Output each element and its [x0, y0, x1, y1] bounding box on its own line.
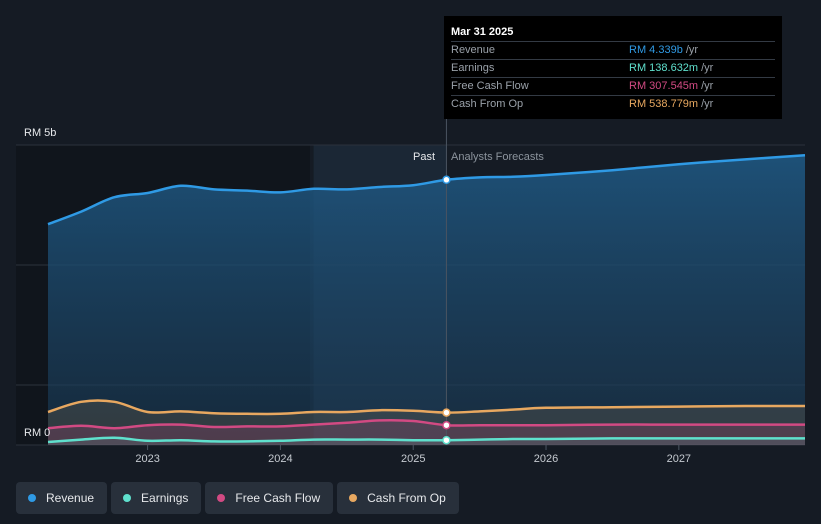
tooltip-value: RM 138.632m [629, 62, 699, 74]
legend: Revenue Earnings Free Cash Flow Cash Fro… [16, 482, 459, 514]
tooltip-label: Free Cash Flow [451, 80, 529, 92]
legend-item-earnings[interactable]: Earnings [111, 482, 202, 514]
tooltip-value: RM 4.339b [629, 44, 683, 56]
revenue-line [47, 153, 806, 226]
tooltip-value: RM 307.545m [629, 80, 699, 92]
revenue-marker [442, 175, 451, 185]
tooltip-unit: /yr [701, 98, 714, 110]
x-tick-label: 2024 [268, 453, 292, 465]
tooltip: Mar 31 2025 Revenue RM 4.339b/yr Earning… [444, 16, 782, 119]
tooltip-row-free-cash-flow: Free Cash Flow RM 307.545m/yr [451, 77, 775, 95]
tooltip-unit: /yr [685, 44, 699, 56]
tooltip-label: Revenue [451, 44, 496, 56]
forecast-label: Analysts Forecasts [451, 151, 544, 163]
tooltip-row-earnings: Earnings RM 138.632m/yr [451, 59, 775, 77]
y-axis-bottom-label: RM 0 [24, 427, 50, 439]
free-cash-flow-line [47, 418, 805, 430]
legend-label: Free Cash Flow [235, 491, 321, 505]
tooltip-unit: /yr [701, 62, 714, 74]
series-markers [442, 175, 451, 445]
legend-item-free-cash-flow[interactable]: Free Cash Flow [205, 482, 334, 514]
cash-from-op-marker [442, 408, 451, 417]
tooltip-row-revenue: Revenue RM 4.339b/yr [451, 41, 775, 59]
x-tick-label: 2025 [401, 453, 425, 465]
cash-from-op-line [47, 399, 806, 416]
series-lines [47, 153, 806, 444]
free-cash-flow-dot-icon [217, 494, 226, 502]
earnings-dot-icon [123, 494, 132, 502]
tooltip-row-cash-from-op: Cash From Op RM 538.779m/yr [451, 95, 775, 113]
legend-item-cash-from-op[interactable]: Cash From Op [337, 482, 459, 514]
revenue-area [48, 155, 805, 445]
free-cash-flow-marker [442, 420, 451, 430]
revenue-dot-icon [28, 494, 36, 502]
financials-chart: RM 5b RM 0 Past Analysts Forecasts 2023 2… [16, 16, 806, 465]
x-axis-ticks: 2023 2024 2025 2026 2027 [135, 445, 691, 465]
earnings-marker [442, 435, 451, 445]
legend-label: Earnings [141, 491, 189, 505]
series-areas [48, 155, 805, 445]
tooltip-label: Earnings [451, 62, 495, 74]
tooltip-unit: /yr [701, 80, 714, 92]
cash-from-op-dot-icon [349, 494, 358, 502]
past-label: Past [413, 151, 435, 163]
legend-label: Revenue [46, 491, 95, 505]
tooltip-label: Cash From Op [451, 98, 524, 110]
x-tick-label: 2023 [135, 453, 159, 465]
legend-label: Cash From Op [367, 491, 446, 505]
y-axis-top-label: RM 5b [24, 127, 56, 139]
legend-item-revenue[interactable]: Revenue [16, 482, 108, 514]
x-tick-label: 2026 [534, 453, 558, 465]
tooltip-value: RM 538.779m [629, 98, 699, 110]
earnings-line [47, 436, 805, 444]
x-tick-label: 2027 [667, 453, 691, 465]
tooltip-date: Mar 31 2025 [451, 26, 514, 38]
